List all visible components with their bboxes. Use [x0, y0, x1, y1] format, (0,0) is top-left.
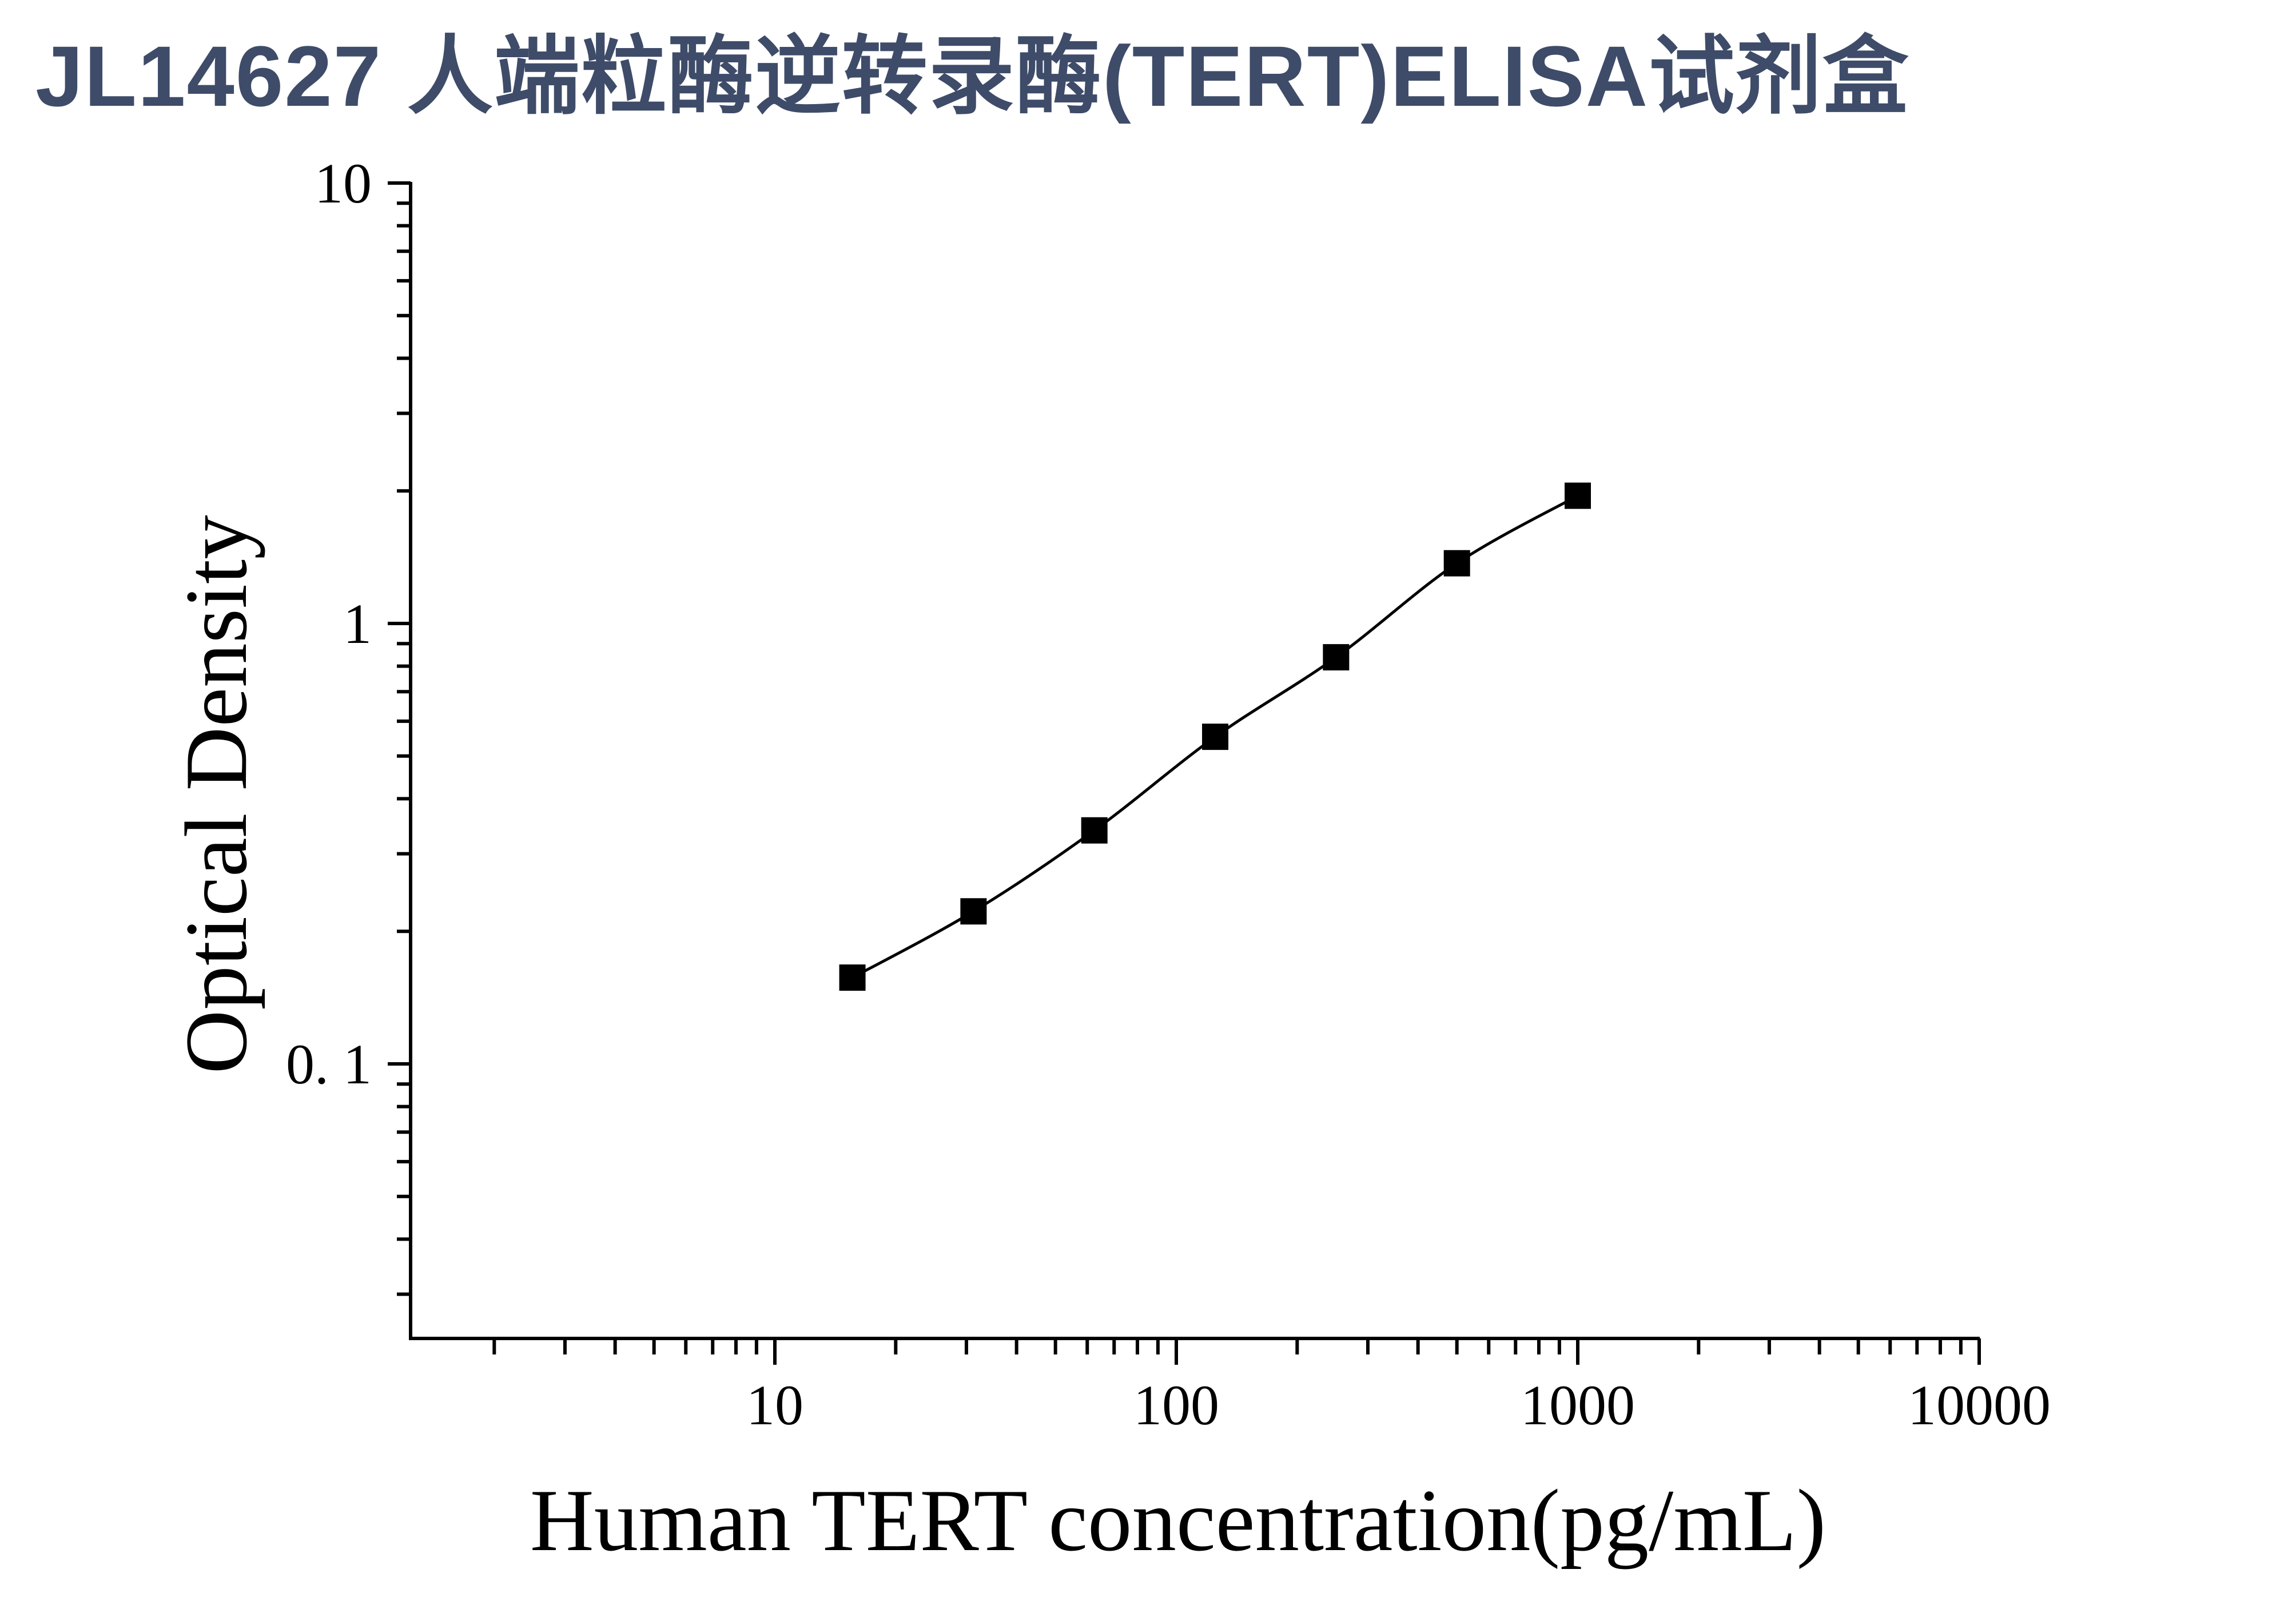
x-tick-label: 10000	[1908, 1373, 2051, 1437]
page-title: JL14627 人端粒酶逆转录酶(TERT)ELISA试剂盒	[35, 28, 1910, 124]
y-tick-label: 1	[343, 592, 372, 655]
y-tick-label: 10	[315, 152, 372, 215]
data-point-marker	[1081, 817, 1108, 844]
x-tick-label: 10	[746, 1373, 803, 1437]
data-point-marker	[1565, 482, 1591, 509]
y-axis-title: Optical Density	[167, 515, 265, 1074]
data-point-marker	[1323, 644, 1350, 671]
data-point-marker	[1443, 550, 1470, 577]
x-axis-title: Human TERT concentration(pg/mL)	[530, 1471, 1826, 1570]
data-point-marker	[839, 964, 866, 991]
y-tick-label: 0. 1	[286, 1032, 372, 1096]
x-tick-label: 1000	[1521, 1373, 1635, 1437]
x-tick-label: 100	[1133, 1373, 1219, 1437]
data-point-marker	[1202, 724, 1229, 750]
data-point-marker	[960, 898, 987, 925]
